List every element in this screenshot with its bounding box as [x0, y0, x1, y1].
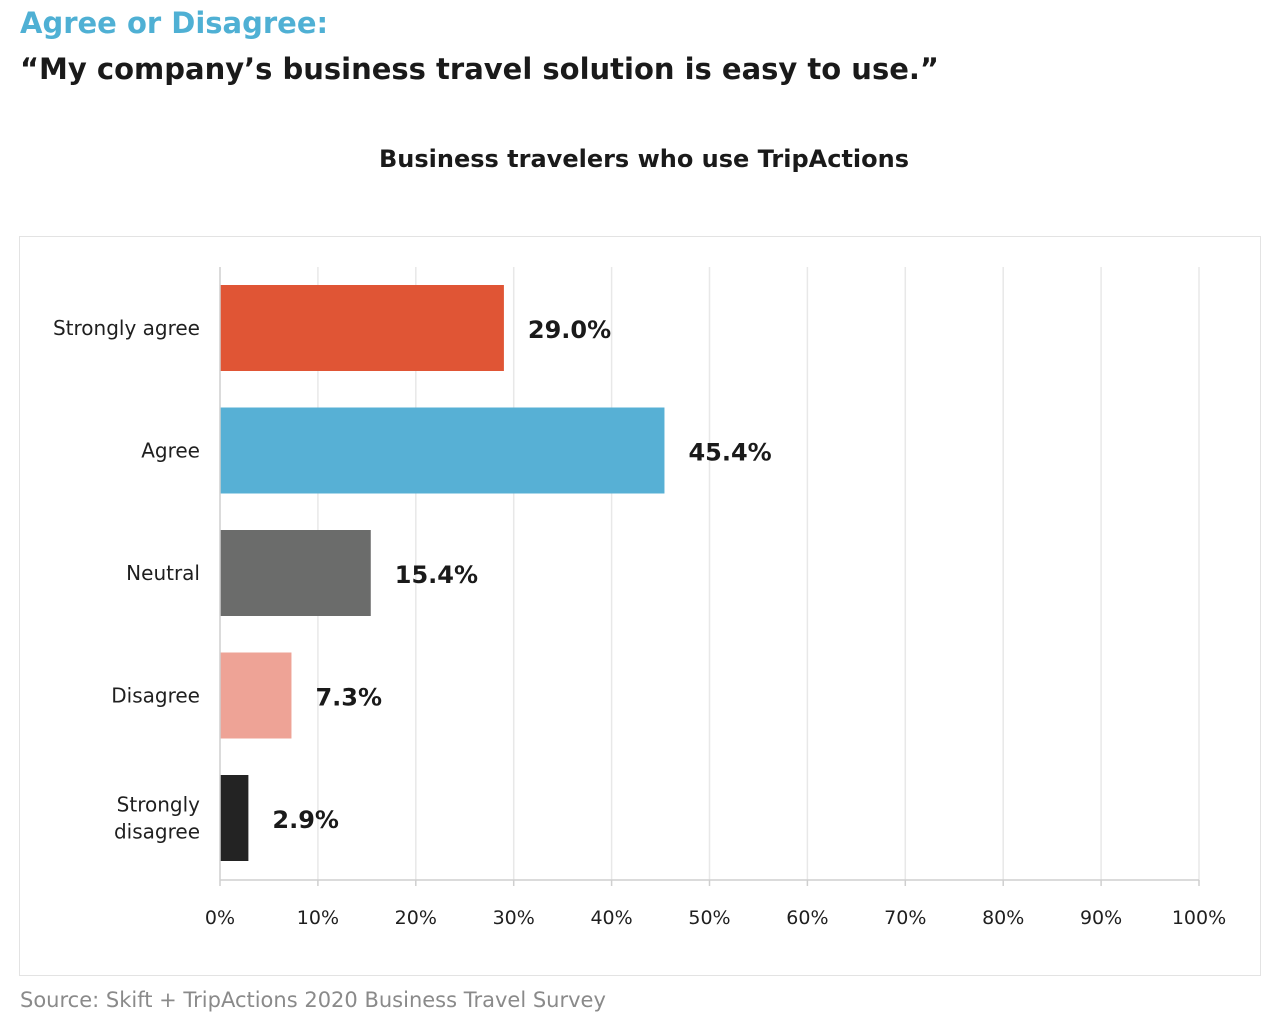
- x-tick-label: 50%: [688, 907, 730, 929]
- x-axis: 0% 10% 20% 30% 40% 50% 60% 70% 80% 90% 100%: [205, 267, 1226, 929]
- bar: [220, 652, 292, 739]
- x-tick-label: 90%: [1080, 907, 1122, 929]
- chart-kicker: Agree or Disagree:: [20, 6, 329, 40]
- x-tick-label: 70%: [884, 907, 926, 929]
- bars: [220, 285, 665, 861]
- x-tick-label: 80%: [982, 907, 1024, 929]
- chart-frame: 0% 10% 20% 30% 40% 50% 60% 70% 80% 90% 100% Strong…: [19, 236, 1261, 976]
- source-note: Source: Skift + TripActions 2020 Busines…: [20, 988, 606, 1012]
- bar: [220, 775, 249, 861]
- x-tick-label: 100%: [1172, 907, 1226, 929]
- bar: [220, 285, 504, 371]
- data-label: 45.4%: [688, 439, 771, 467]
- bar: [220, 530, 371, 616]
- category-label: Strongly disagree: [114, 793, 200, 844]
- chart-title: Business travelers who use TripActions: [378, 145, 910, 173]
- chart-headline: “My company’s business travel solution i…: [20, 52, 939, 86]
- x-tick-label: 40%: [590, 907, 632, 929]
- x-tick-label: 10%: [297, 907, 339, 929]
- category-label: Neutral: [126, 561, 200, 585]
- data-label: 15.4%: [395, 561, 478, 589]
- bar: [220, 407, 665, 494]
- data-label: 2.9%: [272, 806, 339, 834]
- data-label: 7.3%: [315, 684, 382, 712]
- x-tick-label: 0%: [205, 907, 235, 929]
- bar-chart: 0% 10% 20% 30% 40% 50% 60% 70% 80% 90% 100% Strong…: [53, 267, 1226, 929]
- category-label: Agree: [141, 439, 200, 463]
- category-label: Strongly agree: [53, 316, 200, 340]
- x-tick-label: 60%: [786, 907, 828, 929]
- data-label: 29.0%: [528, 316, 611, 344]
- x-tick-label: 20%: [395, 907, 437, 929]
- x-tick-label: 30%: [493, 907, 535, 929]
- category-label: Disagree: [111, 684, 200, 708]
- labels: Strongly agree 29.0% Agree 45.4% Neutral 15.4…: [53, 316, 772, 844]
